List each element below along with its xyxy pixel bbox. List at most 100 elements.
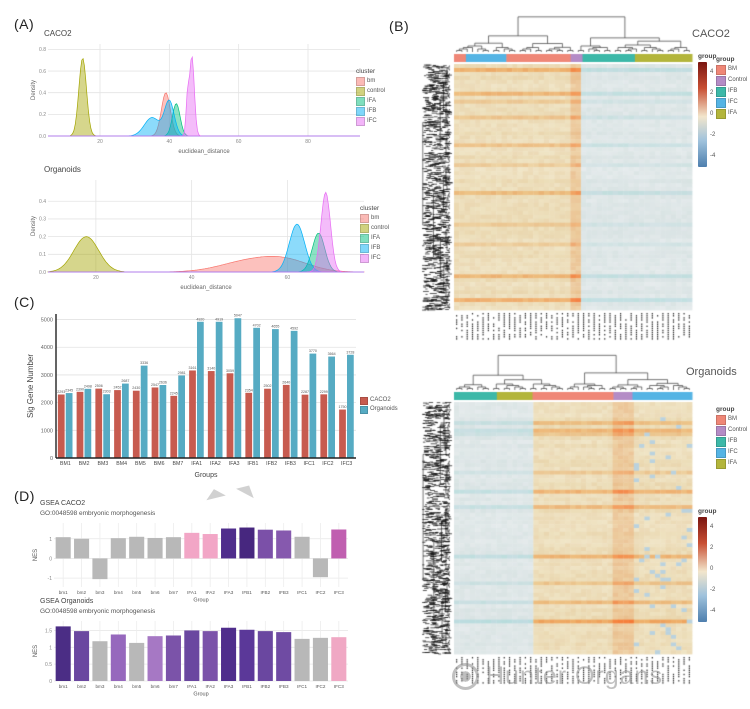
svg-text:3161: 3161 — [189, 366, 197, 370]
svg-text:IFA2: IFA2 — [205, 590, 215, 595]
svg-text:4702: 4702 — [253, 323, 261, 327]
svg-text:bm1: bm1 — [59, 684, 68, 689]
density-plot-caco2: 0.0 0.2 0.4 0.6 0.8 20 40 60 80 Density euclidean_… — [31, 44, 360, 155]
svg-text:2245: 2245 — [170, 391, 178, 395]
svg-text:bm5: bm5 — [132, 590, 141, 595]
svg-text:-1: -1 — [48, 576, 53, 582]
svg-text:1000: 1000 — [41, 428, 53, 434]
heatmap-organoids — [396, 350, 696, 688]
svg-text:IFB1: IFB1 — [242, 590, 252, 595]
sig-gene-bar-chart: 0 1000 2000 3000 4000 5000 2293 2345 BM1 23902498… — [26, 314, 356, 479]
svg-text:3336: 3336 — [140, 361, 148, 365]
svg-text:3770: 3770 — [309, 349, 317, 353]
svg-text:1750: 1750 — [339, 405, 347, 409]
svg-text:euclidean_distance: euclidean_distance — [180, 285, 232, 291]
svg-text:2687: 2687 — [121, 379, 129, 383]
svg-text:IFB2: IFB2 — [260, 684, 270, 689]
svg-text:IFA3: IFA3 — [229, 461, 240, 467]
svg-text:0: 0 — [49, 556, 52, 562]
svg-text:3664: 3664 — [328, 352, 336, 356]
svg-text:IFC2: IFC2 — [315, 590, 325, 595]
svg-text:2498: 2498 — [84, 384, 92, 388]
gsea-organoids-title: GSEA Organoids — [40, 598, 94, 605]
svg-text:bm5: bm5 — [132, 684, 141, 689]
svg-text:4000: 4000 — [41, 345, 53, 351]
svg-text:IFB2: IFB2 — [260, 590, 270, 595]
svg-text:BM7: BM7 — [173, 461, 184, 467]
svg-text:3059: 3059 — [226, 369, 234, 373]
svg-text:0.2: 0.2 — [39, 234, 46, 240]
svg-text:bm7: bm7 — [169, 684, 178, 689]
svg-text:IFB2: IFB2 — [266, 461, 277, 467]
panel-c-label: (C) — [14, 294, 35, 310]
svg-text:IFB3: IFB3 — [279, 684, 289, 689]
svg-text:IFB1: IFB1 — [247, 461, 258, 467]
svg-text:60: 60 — [236, 139, 242, 145]
svg-text:bm1: bm1 — [59, 590, 68, 595]
svg-text:bm4: bm4 — [114, 590, 123, 595]
svg-text:BM4: BM4 — [116, 461, 127, 467]
density-caco2-legend: cluster bm control IFA IFB IFC — [356, 68, 385, 126]
svg-text:5000: 5000 — [41, 318, 53, 324]
svg-text:Group: Group — [193, 598, 208, 604]
svg-text:4920: 4920 — [196, 317, 204, 321]
svg-text:1: 1 — [49, 537, 52, 543]
heatmap-caco2-title: CACO2 — [692, 28, 730, 40]
svg-text:BM1: BM1 — [60, 461, 71, 467]
svg-text:2287: 2287 — [301, 390, 309, 394]
svg-text:5047: 5047 — [234, 314, 242, 318]
svg-text:IFA1: IFA1 — [191, 461, 202, 467]
svg-text:2390: 2390 — [76, 387, 84, 391]
svg-text:0.0: 0.0 — [39, 134, 46, 140]
svg-text:0.1: 0.1 — [39, 252, 46, 258]
svg-text:40: 40 — [189, 275, 195, 281]
panel-a-label: (A) — [14, 16, 35, 32]
svg-text:IFC2: IFC2 — [322, 461, 333, 467]
svg-text:0.8: 0.8 — [39, 47, 46, 53]
svg-text:2636: 2636 — [159, 381, 167, 385]
svg-text:2303: 2303 — [103, 390, 111, 394]
svg-text:2640: 2640 — [282, 380, 290, 384]
svg-text:IFB1: IFB1 — [242, 684, 252, 689]
svg-text:bm6: bm6 — [151, 684, 160, 689]
svg-text:80: 80 — [305, 139, 311, 145]
svg-text:BM6: BM6 — [154, 461, 165, 467]
svg-text:4592: 4592 — [290, 326, 298, 330]
svg-text:1.5: 1.5 — [45, 628, 52, 634]
svg-text:Density: Density — [31, 216, 37, 236]
svg-text:0.0: 0.0 — [39, 270, 46, 276]
svg-text:IFA1: IFA1 — [187, 684, 197, 689]
svg-text:IFA2: IFA2 — [205, 684, 215, 689]
svg-text:0.5: 0.5 — [45, 662, 52, 668]
svg-text:2293: 2293 — [57, 390, 65, 394]
svg-text:0: 0 — [49, 679, 52, 685]
heatmap-caco2 — [396, 12, 696, 344]
bar-chart-legend: CACO2 Organoids — [360, 396, 398, 414]
svg-text:IFA3: IFA3 — [224, 684, 234, 689]
svg-text:IFC1: IFC1 — [304, 461, 315, 467]
heatmap-organoids-group-legend: group BM Control IFB IFC IFA — [716, 406, 747, 469]
svg-text:3728: 3728 — [346, 350, 354, 354]
svg-text:IFB3: IFB3 — [279, 590, 289, 595]
svg-text:40: 40 — [167, 139, 173, 145]
svg-text:1: 1 — [49, 645, 52, 651]
svg-text:BM5: BM5 — [135, 461, 146, 467]
svg-text:2354: 2354 — [245, 388, 253, 392]
svg-text:NES: NES — [33, 549, 39, 561]
heatmap-caco2-colorbar: group 4 2 0 -2 -4 — [698, 53, 750, 167]
svg-text:3000: 3000 — [41, 373, 53, 379]
svg-text:2430: 2430 — [132, 386, 140, 390]
svg-text:0.4: 0.4 — [39, 199, 46, 205]
svg-text:IFC1: IFC1 — [297, 590, 307, 595]
svg-text:0.4: 0.4 — [39, 91, 46, 97]
heatmap-organoids-title: Organoids — [686, 366, 737, 378]
panel-d-label: (D) — [14, 488, 35, 504]
gsea-organoids-chart: 0 0.5 1 1.5 bm1 bm2 bm3 bm4 bm5 bm6 bm7 IFA1 IFA2 IFA… — [33, 621, 348, 697]
gsea-caco2-chart: -1 0 1 bm1 bm2 bm3 bm4 bm5 bm6 bm7 IFA1 IFA2 IFA3 IFB… — [33, 523, 348, 604]
svg-text:4919: 4919 — [215, 317, 223, 321]
decorative-mark-icon — [236, 480, 258, 499]
svg-text:2452: 2452 — [114, 386, 122, 390]
density-caco2-title: CACO2 — [44, 29, 72, 38]
svg-text:IFA3: IFA3 — [224, 590, 234, 595]
